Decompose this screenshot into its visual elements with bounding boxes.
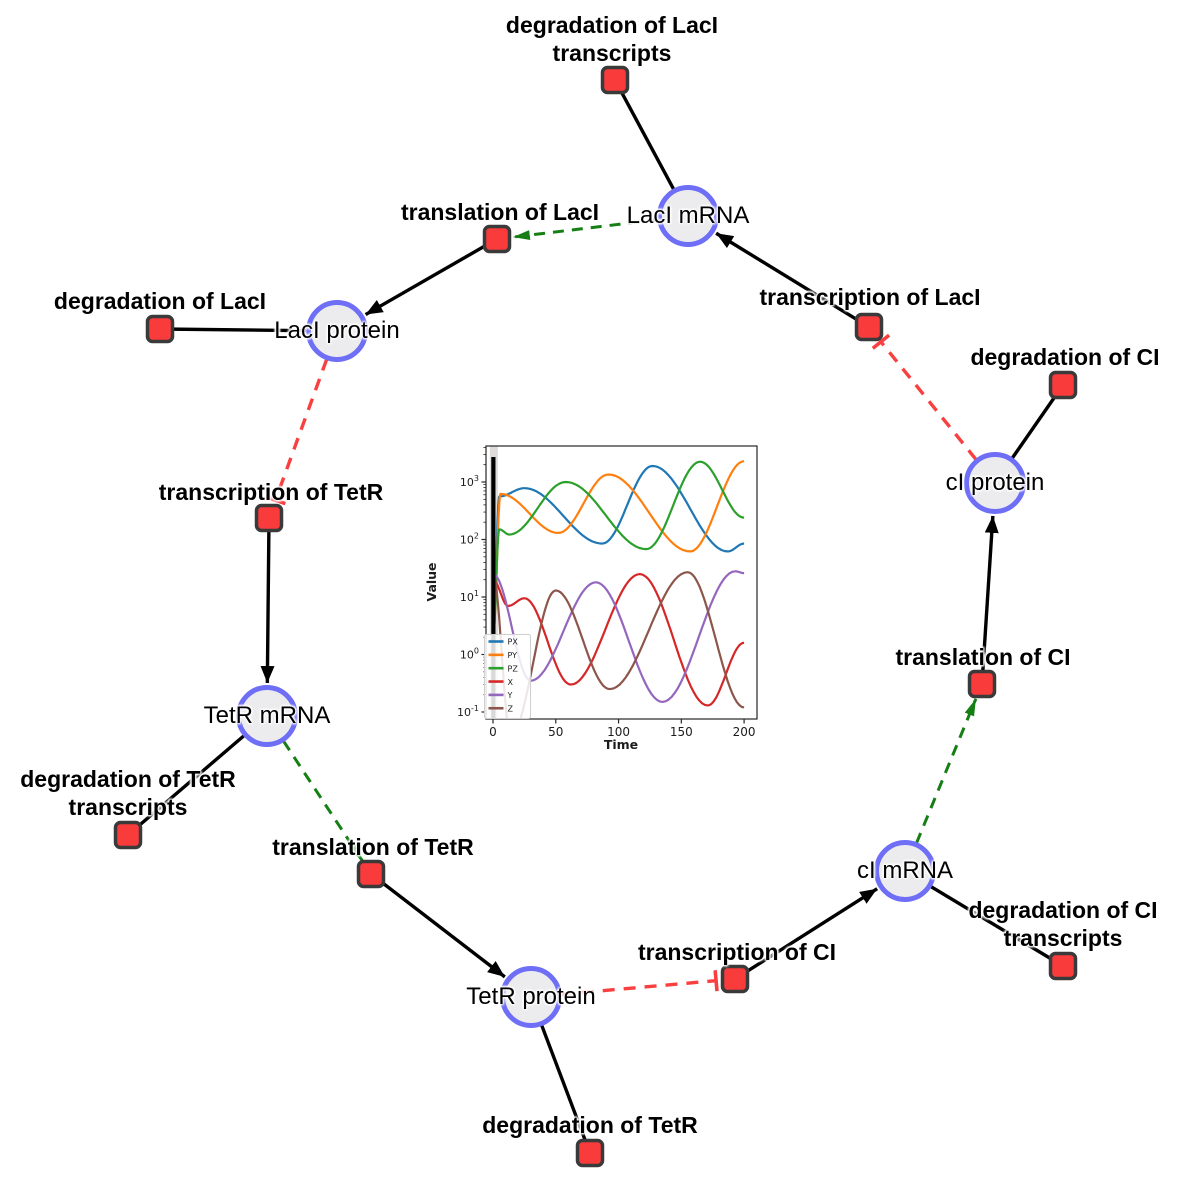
reaction-node-degradation-of-ci-transcripts[interactable]	[1048, 951, 1078, 981]
reaction-node-degradation-of-laci[interactable]	[145, 314, 175, 344]
x-tick-label: 100	[607, 725, 630, 739]
series-X-line	[492, 572, 745, 707]
x-tick-label: 0	[489, 725, 497, 739]
reaction-node-translation-of-tetr[interactable]	[356, 859, 386, 889]
y-tick-label: 10-1	[457, 704, 479, 719]
edge-tetr-protein-to-transcription-of-ci	[560, 970, 719, 997]
legend-label-PZ: PZ	[508, 664, 519, 673]
edge-laci-protein-to-degradation-of-laci	[159, 327, 308, 333]
edge-laci-protein-to-transcription-of-tetr	[265, 358, 329, 506]
edge-laci-mrna-to-translation-of-laci	[512, 218, 659, 241]
species-node-tetr-mrna[interactable]	[236, 685, 298, 747]
edge-tetr-protein-to-degradation-of-tetr	[540, 1024, 592, 1154]
reaction-node-degradation-of-tetr-transcripts[interactable]	[113, 820, 143, 850]
edge-ci-mrna-to-translation-of-ci	[915, 698, 978, 844]
series-PZ-line	[492, 460, 745, 638]
species-node-ci-mrna[interactable]	[874, 840, 936, 902]
legend-label-Z: Z	[508, 704, 514, 713]
edge-tetr-mrna-to-degradation-of-tetr-transcripts	[126, 734, 246, 837]
reaction-node-degradation-of-tetr[interactable]	[575, 1138, 605, 1168]
reaction-node-transcription-of-ci[interactable]	[720, 964, 750, 994]
series-PY-line	[492, 460, 745, 638]
species-node-laci-protein[interactable]	[306, 300, 368, 362]
edge-tetr-mrna-to-translation-of-tetr	[282, 740, 364, 862]
edge-ci-protein-to-transcription-of-laci	[871, 333, 978, 461]
species-node-laci-mrna[interactable]	[657, 185, 719, 247]
y-tick-label: 101	[460, 589, 479, 604]
species-node-ci-protein[interactable]	[964, 452, 1026, 514]
edges-layer	[126, 79, 1065, 1154]
edge-translation-of-tetr-to-tetr-protein	[371, 873, 506, 979]
reaction-node-transcription-of-laci[interactable]	[854, 312, 884, 342]
chart-y-axis-label: Value	[424, 562, 439, 601]
legend-label-PY: PY	[508, 651, 518, 660]
nodes-layer	[113, 65, 1078, 1168]
edge-laci-mrna-to-degradation-of-laci-transcripts	[613, 79, 676, 191]
edge-transcription-of-ci-to-ci-mrna	[735, 887, 879, 980]
edge-translation-of-ci-to-ci-protein	[980, 515, 999, 683]
reaction-node-transcription-of-tetr[interactable]	[254, 503, 284, 533]
chart-plot-border	[485, 445, 758, 720]
chart-legend: PX PY PZ XYZ	[484, 634, 531, 719]
legend-label-PX: PX	[508, 638, 519, 647]
inset-timeseries-chart: 0 50 100 150 200 10-1 100 101 102 103 PX PY PZ XYZ T…	[424, 445, 758, 752]
chart-axes: 0 50 100 150 200 10-1 100 101 102 103	[457, 445, 758, 739]
x-tick-label: 50	[548, 725, 563, 739]
y-tick-label: 103	[460, 474, 479, 489]
species-node-tetr-protein[interactable]	[500, 966, 562, 1028]
x-tick-label: 150	[670, 725, 693, 739]
reaction-node-translation-of-ci[interactable]	[967, 669, 997, 699]
reaction-node-degradation-of-ci[interactable]	[1048, 370, 1078, 400]
y-tick-label: 100	[460, 647, 479, 662]
edge-ci-mrna-to-degradation-of-ci-transcripts	[929, 885, 1064, 968]
reaction-node-degradation-of-laci-transcripts[interactable]	[600, 65, 630, 95]
legend-label-Y: Y	[507, 691, 513, 700]
y-tick-label: 102	[460, 532, 479, 547]
edge-translation-of-laci-to-laci-protein	[364, 238, 497, 317]
chart-x-axis-label: Time	[604, 737, 638, 752]
edge-transcription-of-tetr-to-tetr-mrna	[260, 519, 275, 684]
legend-label-X: X	[508, 678, 514, 687]
reaction-node-translation-of-laci[interactable]	[482, 224, 512, 254]
x-tick-label: 200	[733, 725, 756, 739]
series-Z-line	[492, 571, 745, 719]
edge-transcription-of-laci-to-laci-mrna	[715, 231, 869, 328]
